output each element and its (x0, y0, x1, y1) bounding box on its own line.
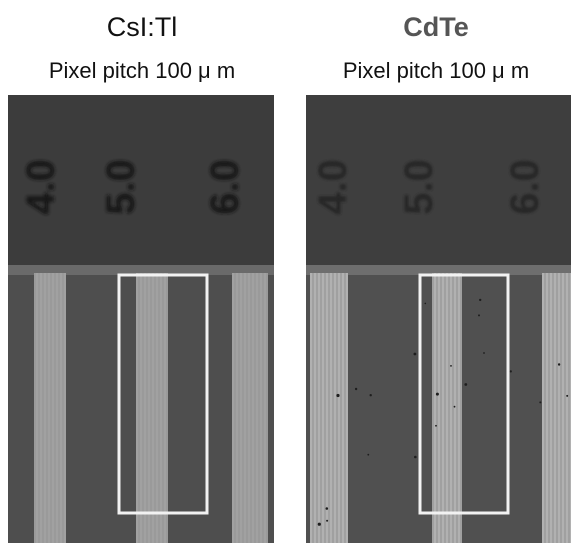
csi-radiograph-panel: 4.0 5.0 6.0 (8, 95, 274, 543)
left-title: CsI:Tl (106, 12, 178, 42)
noise-speck (369, 394, 372, 397)
upper-dark-region (8, 95, 274, 265)
roi-box (418, 273, 510, 515)
bar-stripes (34, 273, 66, 543)
noise-speck (354, 387, 358, 391)
noise-speck (317, 522, 321, 526)
noise-speck (414, 455, 417, 459)
pattern-edge (8, 265, 274, 275)
right-subtitle: Pixel pitch 100 μ m (342, 58, 530, 83)
numeral-5: 5.0 (397, 159, 441, 215)
left-subtitle: Pixel pitch 100 μ m (48, 58, 236, 83)
noise-speck (479, 298, 482, 302)
numeral-4: 4.0 (19, 159, 63, 215)
bar-stripes (232, 273, 268, 543)
noise-speck (450, 365, 452, 367)
noise-speck (336, 393, 340, 398)
noise-speck (424, 302, 427, 305)
noise-speck (413, 352, 417, 356)
bar-stripes (310, 273, 348, 543)
numeral-6: 6.0 (203, 159, 247, 215)
pattern-edge (306, 265, 571, 275)
bar-stripes (542, 273, 571, 543)
noise-speck (367, 453, 370, 456)
noise-speck (509, 370, 512, 373)
noise-speck (566, 394, 569, 397)
noise-speck (435, 424, 437, 427)
noise-speck (478, 314, 480, 317)
noise-speck (326, 519, 329, 522)
right-title: CdTe (403, 12, 469, 42)
bar-stripes (136, 273, 168, 543)
numeral-4: 4.0 (311, 159, 355, 215)
noise-speck (453, 405, 456, 408)
noise-speck (557, 363, 561, 366)
noise-speck (325, 507, 329, 510)
cdte-radiograph-panel: 4.0 5.0 6.0 (306, 95, 571, 543)
noise-speck (483, 352, 485, 354)
numeral-5: 5.0 (99, 159, 143, 215)
cdte-radiograph-image: 4.0 5.0 6.0 (306, 95, 571, 543)
noise-speck (539, 401, 542, 404)
csi-radiograph-image: 4.0 5.0 6.0 (8, 95, 274, 543)
noise-speck (435, 392, 439, 396)
upper-dark-region (306, 95, 571, 265)
roi-box (117, 273, 209, 515)
bar-stripes (432, 273, 462, 543)
noise-speck (464, 383, 468, 386)
numeral-6: 6.0 (503, 159, 547, 215)
